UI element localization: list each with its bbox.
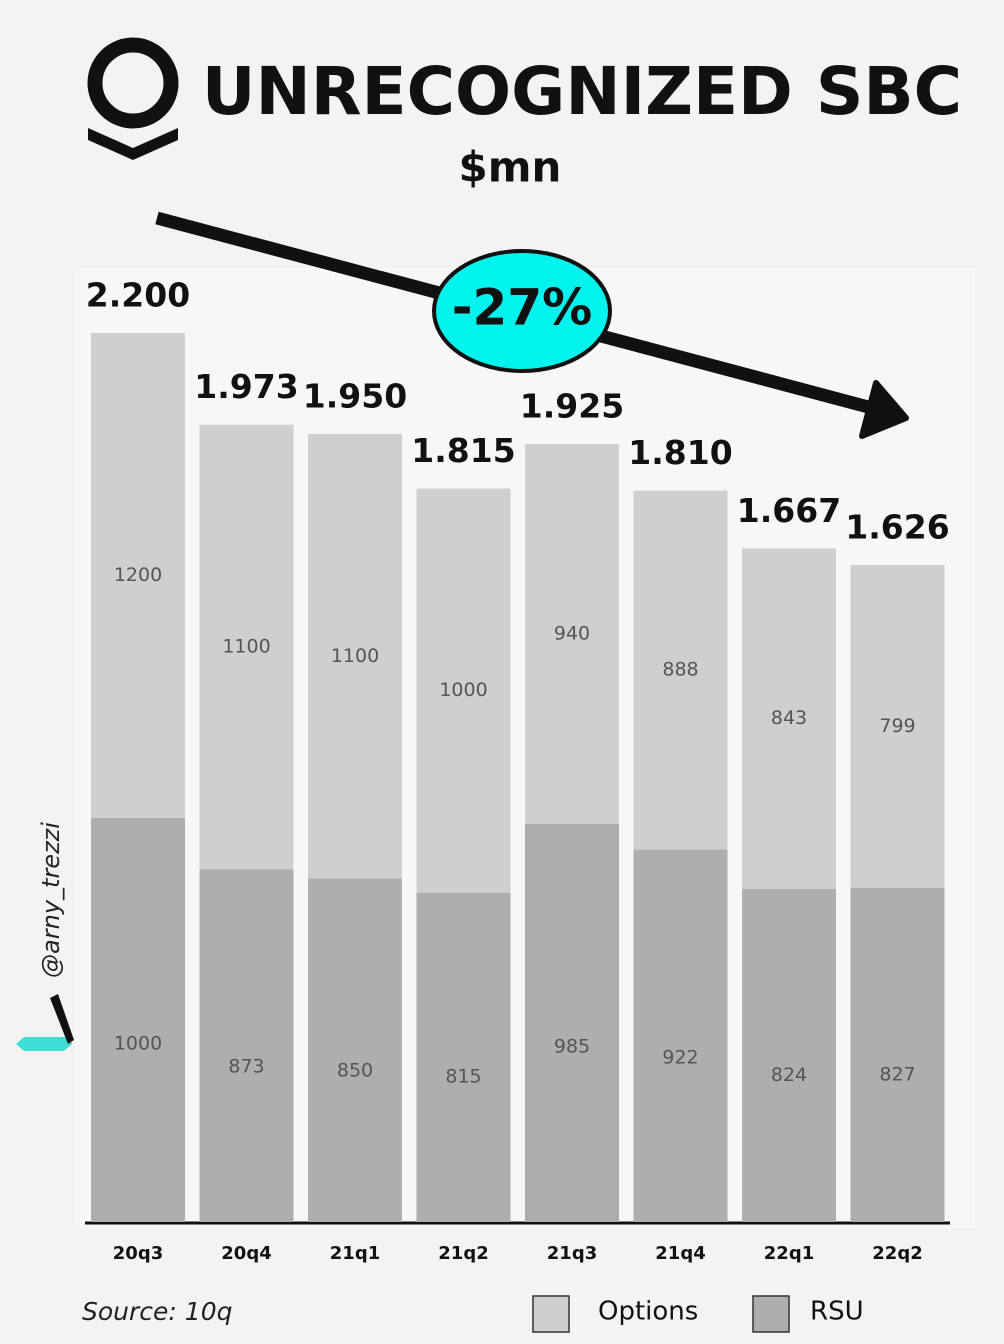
segment-label: 873 xyxy=(228,1055,264,1077)
bar-segment xyxy=(850,564,945,888)
watermark-icon xyxy=(16,994,74,1051)
bar-segment xyxy=(525,823,619,1222)
bar-segment xyxy=(742,889,836,1222)
bar-segment xyxy=(525,444,619,824)
segment-label: 1100 xyxy=(222,635,270,657)
segment-label: 1000 xyxy=(439,679,487,701)
x-tick-label: 21q1 xyxy=(330,1243,380,1264)
segment-label: 815 xyxy=(445,1066,481,1088)
segment-label: 1200 xyxy=(114,564,162,586)
segment-label: 940 xyxy=(554,623,590,645)
x-tick-label: 20q3 xyxy=(113,1243,163,1264)
x-tick-label: 22q1 xyxy=(764,1243,814,1264)
bar-segment xyxy=(199,424,294,870)
segment-label: 824 xyxy=(771,1064,807,1086)
legend-label: RSU xyxy=(810,1297,864,1327)
segment-label: 850 xyxy=(337,1059,373,1081)
bar-segment xyxy=(416,892,511,1222)
x-tick-label: 20q4 xyxy=(221,1243,271,1264)
bar-segment xyxy=(416,488,511,893)
total-label: 1.973 xyxy=(194,367,298,406)
watermark: @arny_trezzi xyxy=(37,822,65,978)
bar-segment xyxy=(633,849,728,1222)
segment-label: 799 xyxy=(879,715,915,737)
segment-label: 843 xyxy=(771,707,807,729)
x-tick-label: 21q4 xyxy=(655,1243,705,1264)
bar-segment xyxy=(633,490,728,850)
total-label: 1.626 xyxy=(845,507,949,546)
annotation-bubble xyxy=(432,249,612,373)
bar-segment xyxy=(850,887,945,1222)
total-label: 2.200 xyxy=(86,276,190,315)
segment-label: 1100 xyxy=(331,645,379,667)
legend-swatch xyxy=(532,1295,570,1333)
source-note: Source: 10q xyxy=(82,1297,232,1326)
x-tick-label: 21q3 xyxy=(547,1243,597,1264)
bar-segment xyxy=(91,333,185,818)
bar-segment xyxy=(742,548,836,890)
legend-swatch xyxy=(752,1295,790,1333)
bar-segment xyxy=(308,434,402,879)
logo xyxy=(87,37,179,160)
bar-segment xyxy=(91,817,185,1222)
total-label: 1.810 xyxy=(628,433,732,472)
chart-title: UNRECOGNIZED SBC xyxy=(202,53,962,130)
legend-label: Options xyxy=(598,1297,698,1327)
segment-label: 827 xyxy=(879,1063,915,1085)
bar-segment xyxy=(199,869,294,1222)
x-tick-label: 22q2 xyxy=(872,1243,922,1264)
chart-subtitle: $mn xyxy=(459,143,562,192)
x-tick-label: 21q2 xyxy=(438,1243,488,1264)
segment-label: 985 xyxy=(554,1035,590,1057)
segment-label: 922 xyxy=(662,1047,698,1069)
bar-segment xyxy=(308,878,402,1222)
segment-label: 888 xyxy=(662,659,698,681)
total-label: 1.815 xyxy=(411,431,515,470)
segment-label: 1000 xyxy=(114,1033,162,1055)
total-label: 1.667 xyxy=(737,491,841,530)
total-label: 1.925 xyxy=(520,387,624,426)
total-label: 1.950 xyxy=(303,377,407,416)
annotation: -27% xyxy=(452,279,592,337)
